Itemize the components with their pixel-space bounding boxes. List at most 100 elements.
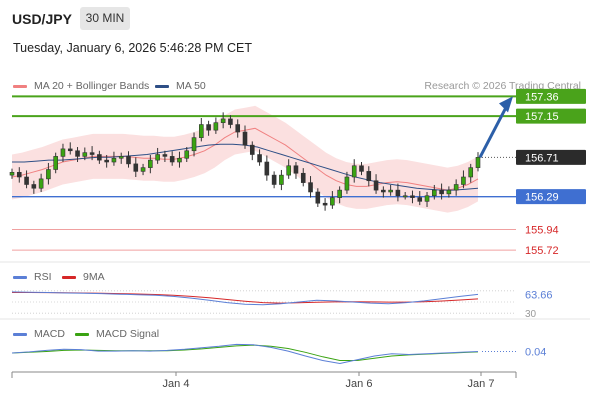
forecast-arrow (478, 96, 513, 159)
candlestick (439, 183, 444, 200)
bull-candle-body (388, 189, 393, 193)
candlestick (60, 143, 66, 163)
legend-macd-signal: MACD Signal (75, 328, 159, 340)
candlestick (228, 115, 233, 129)
forecast-arrow-head (499, 96, 513, 113)
bear-candle-body (315, 191, 321, 204)
candlestick (475, 152, 481, 172)
legend-rsi-swatch (13, 275, 27, 279)
candlestick (169, 151, 175, 166)
legend-ma20-swatch (13, 84, 27, 88)
candlestick (177, 151, 182, 168)
legend-ma50-label: MA 50 (176, 80, 206, 92)
candlestick (315, 188, 321, 207)
bear-candle-body (300, 172, 306, 183)
current-price-label-box (516, 149, 586, 165)
candlestick (330, 191, 335, 209)
legend-ma50-swatch (155, 84, 169, 88)
resistance-label: 157.15 (525, 111, 559, 123)
bull-candle-body (453, 184, 459, 191)
candlestick (9, 168, 15, 179)
bull-candle-body (475, 157, 481, 168)
bull-candle-body (432, 189, 437, 197)
bull-candle-body (351, 165, 357, 178)
candlesticks (9, 112, 481, 211)
candlestick (104, 154, 109, 168)
bull-candle-body (461, 176, 466, 185)
candlestick (220, 112, 226, 129)
bear-candle-body (293, 165, 299, 174)
bear-candle-body (242, 131, 248, 146)
bear-candle-body (75, 150, 80, 157)
candlestick (461, 170, 466, 189)
legend-9ma-label: 9MA (83, 271, 105, 283)
rsi-30-label: 30 (525, 309, 537, 320)
price-labels: 157.36 157.15 156.71 156.29 155.94 155.72 (516, 88, 586, 257)
candlestick (279, 169, 284, 191)
candlestick (432, 184, 437, 200)
bear-candle-body (162, 154, 168, 157)
candlestick (213, 117, 219, 134)
bull-candle-body (38, 178, 44, 189)
bear-candle-body (381, 189, 386, 193)
candlestick (249, 141, 255, 161)
legend-ma50: MA 50 (155, 80, 206, 92)
bull-candle-body (82, 152, 88, 157)
bear-candle-body (126, 156, 131, 165)
bear-candle-body (104, 159, 109, 163)
bull-candle-body (468, 167, 474, 178)
rsi-value-label: 63.66 (525, 289, 553, 301)
bull-candle-body (111, 157, 117, 163)
candlestick (395, 183, 401, 202)
candlestick (446, 186, 452, 198)
bull-candle-body (184, 150, 190, 159)
resistance-label: 157.36 (525, 91, 559, 103)
legend-macd-signal-label: MACD Signal (96, 328, 160, 340)
timeframe-button[interactable]: 30 MIN (80, 7, 130, 30)
bear-candle-body (133, 163, 139, 172)
bear-candle-body (359, 165, 364, 172)
bull-candle-body (53, 156, 58, 170)
candlestick (148, 154, 153, 174)
bear-candle-body (366, 171, 372, 182)
candlestick (410, 190, 415, 204)
bull-candle-body (279, 174, 284, 185)
bear-candle-body (89, 152, 95, 155)
bear-candle-body (271, 174, 277, 185)
candlestick (24, 170, 29, 189)
legend-rsi-label: RSI (34, 271, 52, 283)
candlestick (381, 186, 386, 198)
candlestick (118, 152, 124, 164)
macd-signal-line (11, 344, 479, 361)
candlestick (82, 147, 88, 161)
candlestick (359, 162, 364, 176)
candlestick (453, 179, 459, 196)
x-axis: Jan 4 Jan 6 Jan 7 (11, 371, 517, 390)
bull-candle-body (220, 118, 226, 123)
candlestick (16, 167, 22, 183)
candlestick (293, 162, 299, 179)
candlestick (468, 163, 474, 183)
symbol-title: USD/JPY (12, 11, 72, 27)
bull-candle-body (344, 176, 350, 191)
bear-candle-body (31, 184, 37, 189)
candlestick (344, 171, 350, 194)
bull-candle-body (286, 165, 291, 176)
candlestick (206, 120, 211, 136)
bull-candle-body (446, 189, 452, 195)
bull-candle-body (148, 159, 153, 168)
bull-candle-body (177, 157, 182, 163)
x-axis-tick-label: Jan 7 (468, 378, 495, 390)
support-label-box (516, 189, 586, 205)
candlestick (264, 155, 270, 181)
candlestick (133, 157, 139, 177)
bull-candle-body (155, 154, 160, 161)
bear-candle-body (322, 202, 328, 206)
candlestick (373, 174, 379, 194)
resistance-label-box (516, 88, 586, 104)
candlestick (235, 119, 241, 138)
legend-macd-swatch (13, 332, 27, 336)
bull-candle-body (330, 197, 335, 206)
